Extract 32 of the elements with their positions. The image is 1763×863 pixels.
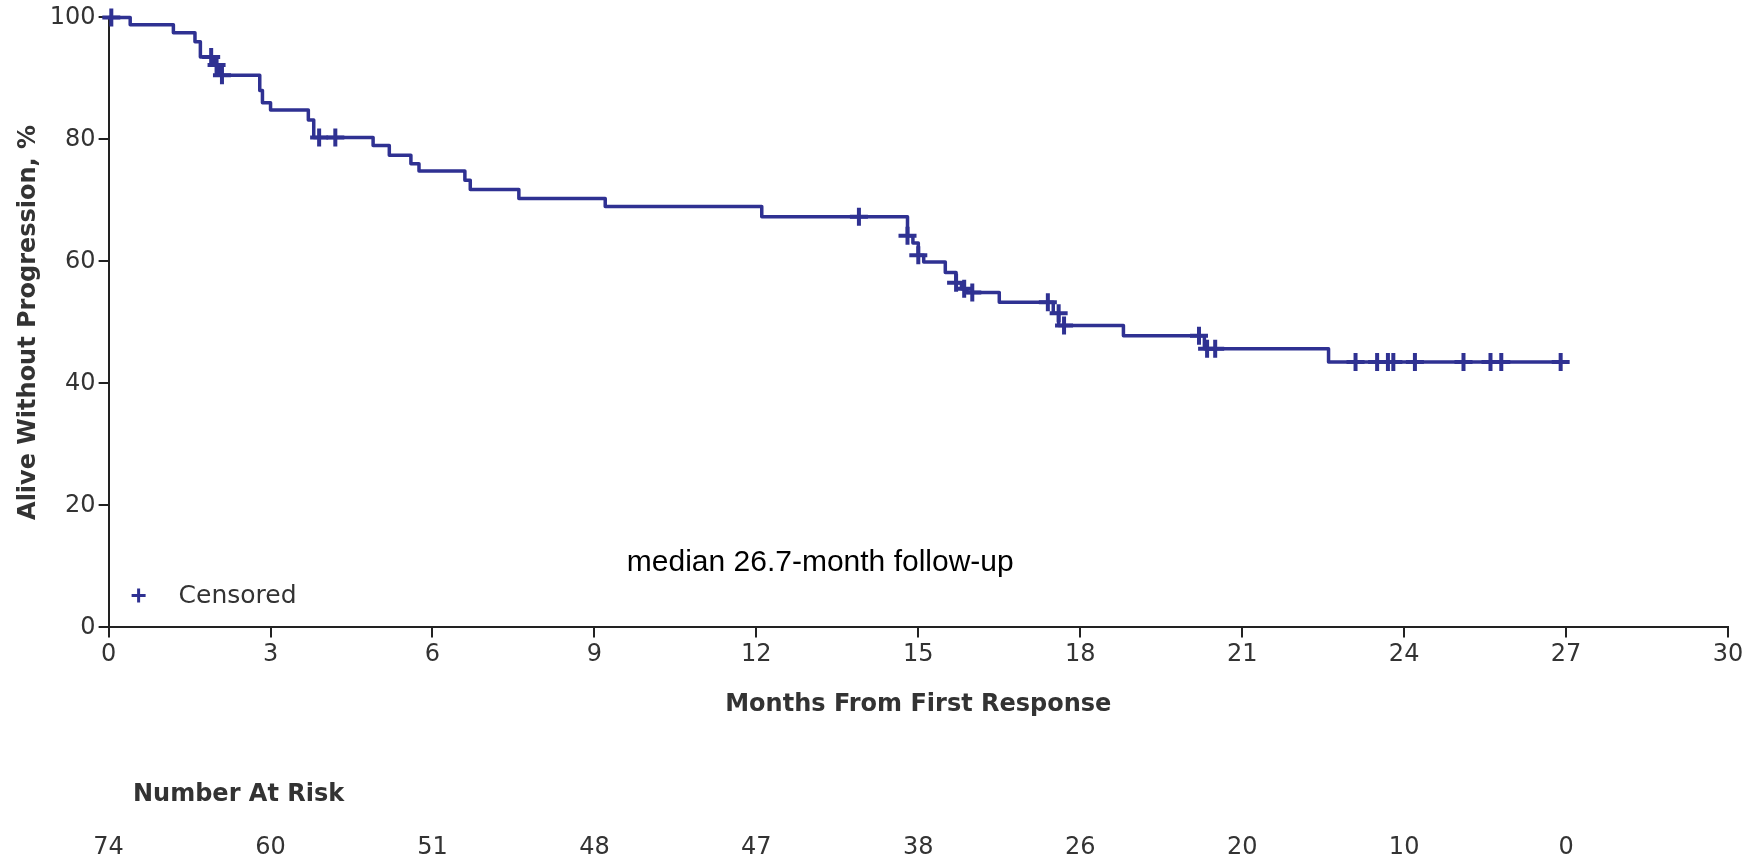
text: 74 (93, 832, 124, 861)
legend-label: Censored (178, 579, 297, 609)
x-tick-label: 12 (741, 639, 772, 668)
text: 47 (741, 832, 772, 861)
text: 26 (1064, 832, 1096, 861)
x-tick-label: 6 (424, 639, 441, 668)
text: 60 (255, 832, 286, 861)
y-tick-label: 20 (65, 489, 96, 518)
y-axis-title: Alive Without Progression, % (12, 124, 41, 520)
x-tick-label: 15 (903, 639, 934, 668)
text: 0 (1558, 832, 1574, 861)
y-tick-label: 100 (49, 1, 96, 30)
y-tick-label: 40 (65, 367, 96, 396)
x-tick-label: 27 (1550, 639, 1582, 668)
text: 51 (417, 832, 448, 861)
x-axis-title: Months From First Response (725, 688, 1112, 717)
x-tick-label: 24 (1388, 639, 1420, 668)
x-tick-label: 0 (100, 639, 117, 668)
x-tick-label: 18 (1064, 639, 1096, 668)
text: Number At Risk (133, 779, 346, 808)
annotation: median 26.7-month follow-up (626, 543, 1014, 577)
text: 20 (1226, 832, 1258, 861)
y-tick-label: 60 (65, 245, 96, 274)
x-tick-label: 9 (586, 639, 603, 668)
x-tick-label: 30 (1712, 639, 1744, 668)
text: 48 (579, 832, 610, 861)
x-tick-label: 3 (262, 639, 279, 668)
y-tick-label: 80 (65, 123, 96, 152)
text: 10 (1388, 832, 1420, 861)
text: 38 (903, 832, 934, 861)
y-tick-label: 0 (80, 611, 96, 640)
x-tick-label: 21 (1226, 639, 1258, 668)
